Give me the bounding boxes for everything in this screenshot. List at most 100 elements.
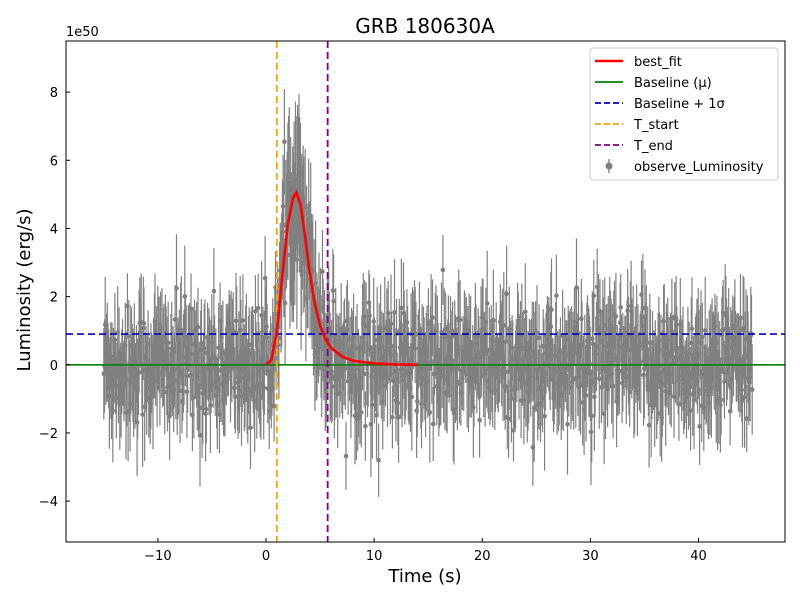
data-point — [640, 305, 646, 311]
data-point — [329, 369, 334, 374]
data-point — [174, 285, 179, 291]
data-point — [491, 317, 496, 323]
data-point — [395, 400, 401, 406]
data-point — [110, 408, 116, 414]
data-point — [261, 385, 267, 390]
best-fit-curve — [265, 189, 417, 367]
data-point — [744, 416, 749, 421]
data-point — [202, 350, 208, 356]
data-point — [191, 395, 197, 400]
data-layer — [66, 41, 785, 542]
data-point — [367, 313, 372, 318]
data-point — [389, 344, 395, 349]
data-point — [613, 314, 619, 319]
data-point — [162, 389, 167, 395]
y-axis-label: Luminosity (erg/s) — [14, 209, 35, 372]
legend-label: Baseline (μ) — [634, 76, 712, 91]
data-point — [388, 321, 394, 327]
data-point — [208, 403, 213, 408]
legend-label: observe_Luminosity — [634, 160, 764, 175]
data-point — [554, 293, 559, 298]
data-point — [141, 326, 146, 331]
data-point — [330, 288, 336, 293]
data-point — [718, 397, 724, 403]
data-point — [201, 346, 207, 351]
data-point — [610, 383, 616, 389]
data-point — [233, 318, 239, 324]
legend: best_fit Baseline (μ) Baseline + 1σ T_start… — [589, 47, 779, 181]
y-tick-label: 6 — [50, 154, 58, 169]
data-point — [509, 345, 515, 351]
data-point — [294, 257, 300, 262]
data-point — [536, 335, 542, 341]
data-point — [597, 376, 602, 381]
data-point — [165, 340, 171, 346]
data-point — [112, 337, 118, 343]
y-scale-label: 1e50 — [66, 25, 99, 40]
data-point — [280, 204, 286, 209]
data-point — [592, 394, 597, 400]
data-point — [627, 389, 632, 395]
data-point — [599, 385, 604, 390]
plot-frame — [65, 40, 786, 543]
data-point — [203, 411, 208, 416]
y-tick-label: 8 — [50, 86, 58, 101]
data-point — [638, 359, 644, 365]
legend-marker — [605, 162, 613, 170]
data-point — [484, 301, 490, 306]
data-point — [590, 336, 595, 342]
x-tick-label: 0 — [262, 549, 270, 564]
data-point — [504, 291, 509, 297]
legend-label: T_start — [633, 118, 679, 133]
data-point — [661, 318, 666, 324]
data-point — [749, 387, 755, 392]
data-point — [688, 408, 693, 413]
data-point — [184, 389, 190, 395]
data-point — [409, 394, 415, 400]
data-point — [506, 416, 511, 422]
y-tick-label: 4 — [50, 222, 58, 237]
legend-label: Baseline + 1σ — [634, 97, 725, 112]
data-point — [140, 412, 145, 417]
data-point — [583, 393, 589, 398]
data-point — [271, 403, 277, 409]
data-point — [542, 413, 547, 419]
x-tick-label: 30 — [582, 549, 599, 564]
data-point — [399, 305, 404, 311]
data-point — [618, 305, 623, 310]
data-point — [320, 269, 325, 274]
data-point — [523, 309, 528, 315]
data-point — [282, 300, 288, 306]
data-point — [264, 335, 270, 340]
data-point — [371, 319, 377, 324]
y-tick-label: 0 — [50, 359, 58, 374]
data-point — [645, 347, 650, 352]
data-point — [565, 421, 570, 427]
data-point — [390, 415, 395, 420]
data-point — [232, 385, 237, 391]
data-point — [739, 387, 745, 393]
data-point — [702, 328, 708, 333]
legend-label: T_end — [633, 139, 673, 154]
x-tick-label: 20 — [474, 549, 491, 564]
data-point — [253, 309, 258, 314]
data-point — [211, 288, 217, 294]
data-point — [740, 398, 745, 404]
data-point — [237, 327, 243, 333]
data-point — [246, 342, 252, 347]
data-point — [248, 425, 253, 431]
data-point — [255, 305, 261, 311]
data-point — [195, 324, 201, 330]
data-point — [126, 334, 132, 339]
data-point — [385, 310, 391, 316]
data-point — [415, 399, 420, 404]
data-point — [588, 429, 594, 435]
data-point — [574, 285, 579, 290]
chart-title: GRB 180630A — [355, 14, 495, 38]
data-point — [404, 320, 410, 325]
y-tick-label: −4 — [39, 495, 58, 510]
data-point — [689, 326, 695, 332]
data-point — [534, 330, 540, 336]
data-point — [440, 267, 446, 273]
